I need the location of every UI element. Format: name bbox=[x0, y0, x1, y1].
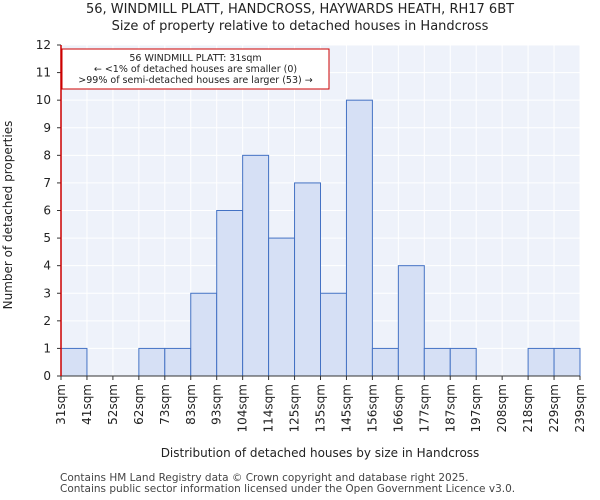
bar-114sqm bbox=[268, 237, 296, 377]
x-axis-label: Distribution of detached houses by size … bbox=[161, 446, 480, 460]
y-tick-label: 5 bbox=[43, 231, 51, 245]
bar-177sqm bbox=[423, 347, 451, 377]
y-tick-label: 12 bbox=[36, 38, 51, 52]
x-tick-label: 239sqm bbox=[573, 384, 587, 432]
x-tick-label: 125sqm bbox=[288, 384, 302, 432]
bar-104sqm bbox=[242, 154, 270, 377]
bar-31sqm bbox=[60, 347, 88, 377]
x-tick-label: 83sqm bbox=[184, 384, 198, 425]
bar-62sqm bbox=[138, 347, 166, 377]
y-tick-label: 3 bbox=[43, 286, 51, 300]
x-tick-label: 208sqm bbox=[495, 384, 509, 432]
x-tick-label: 166sqm bbox=[391, 384, 405, 432]
bar-125sqm bbox=[294, 182, 321, 377]
annotation-line-2: ← <1% of detached houses are smaller (0) bbox=[94, 64, 297, 75]
bar-135sqm bbox=[320, 292, 347, 377]
y-tick-label: 1 bbox=[43, 341, 51, 355]
y-tick-label: 0 bbox=[43, 369, 51, 383]
annotation: 56 WINDMILL PLATT: 31sqm← <1% of detache… bbox=[60, 45, 330, 376]
x-tick-label: 62sqm bbox=[132, 384, 146, 425]
y-tick-label: 11 bbox=[36, 66, 51, 80]
bar-83sqm bbox=[190, 292, 218, 377]
chart-subtitle: Size of property relative to detached ho… bbox=[111, 19, 489, 34]
x-tick-label: 218sqm bbox=[521, 384, 535, 432]
y-tick-label: 2 bbox=[43, 314, 51, 328]
bar-166sqm bbox=[397, 265, 425, 377]
footer-line-2: Contains public sector information licen… bbox=[60, 483, 516, 495]
annotation-line-3: >99% of semi-detached houses are larger … bbox=[78, 75, 312, 86]
bar-229sqm bbox=[553, 347, 581, 377]
x-tick-label: 41sqm bbox=[80, 384, 94, 425]
bar-93sqm bbox=[216, 210, 244, 377]
annotation-box bbox=[61, 48, 330, 90]
y-tick-label: 7 bbox=[43, 176, 51, 190]
y-tick-label: 10 bbox=[36, 93, 51, 107]
x-tick-label: 93sqm bbox=[210, 384, 224, 425]
x-tick-label: 73sqm bbox=[158, 384, 172, 425]
footer-line-1: Contains HM Land Registry data © Crown c… bbox=[60, 472, 469, 484]
y-tick-label: 4 bbox=[43, 259, 51, 273]
x-tick-label: 52sqm bbox=[106, 384, 120, 425]
x-tick-label: 145sqm bbox=[339, 384, 353, 432]
chart-title: 56, WINDMILL PLATT, HANDCROSS, HAYWARDS … bbox=[85, 2, 515, 17]
x-tick-label: 135sqm bbox=[314, 384, 328, 432]
annotation-line-1: 56 WINDMILL PLATT: 31sqm bbox=[129, 53, 261, 64]
x-tick-label: 114sqm bbox=[262, 384, 276, 432]
y-tick-label: 6 bbox=[43, 204, 51, 218]
bar-145sqm bbox=[345, 99, 373, 377]
x-tick-label: 177sqm bbox=[417, 384, 431, 432]
x-tick-label: 156sqm bbox=[365, 384, 379, 432]
y-tick-label: 9 bbox=[43, 121, 51, 135]
x-tick-label: 197sqm bbox=[469, 384, 483, 432]
bar-187sqm bbox=[449, 347, 477, 377]
x-tick-label: 187sqm bbox=[443, 384, 457, 432]
x-tick-label: 104sqm bbox=[236, 384, 250, 432]
y-tick-label: 8 bbox=[43, 148, 51, 162]
y-axis-label: Number of detached properties bbox=[1, 121, 15, 310]
x-tick-label: 31sqm bbox=[54, 384, 68, 425]
bar-156sqm bbox=[371, 347, 399, 377]
bar-218sqm bbox=[527, 347, 555, 377]
bar-73sqm bbox=[164, 347, 192, 377]
x-tick-label: 229sqm bbox=[547, 384, 561, 432]
